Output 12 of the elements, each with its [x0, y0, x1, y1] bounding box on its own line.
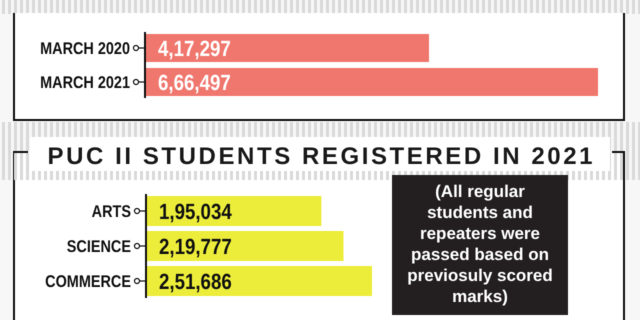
data-label: 4,17,297 — [158, 38, 231, 62]
data-label: 2,51,686 — [159, 270, 232, 294]
data-label: 1,95,034 — [159, 200, 232, 224]
text: (All regular students and repeaters were passed based on previosuly scored marks) — [407, 182, 553, 306]
data-label: 2,19,777 — [159, 236, 232, 260]
y-tick-label: MARCH 2020 — [40, 40, 130, 58]
y-tick-label: COMMERCE — [45, 272, 131, 292]
data-label: 6,66,497 — [158, 72, 231, 96]
chart-title: PUC II STUDENTS REGISTERED IN 2021 — [48, 143, 592, 170]
y-tick-label: MARCH 2021 — [40, 74, 130, 92]
y-tick-label: ARTS — [92, 202, 131, 222]
y-tick-label: SCIENCE — [66, 238, 131, 256]
